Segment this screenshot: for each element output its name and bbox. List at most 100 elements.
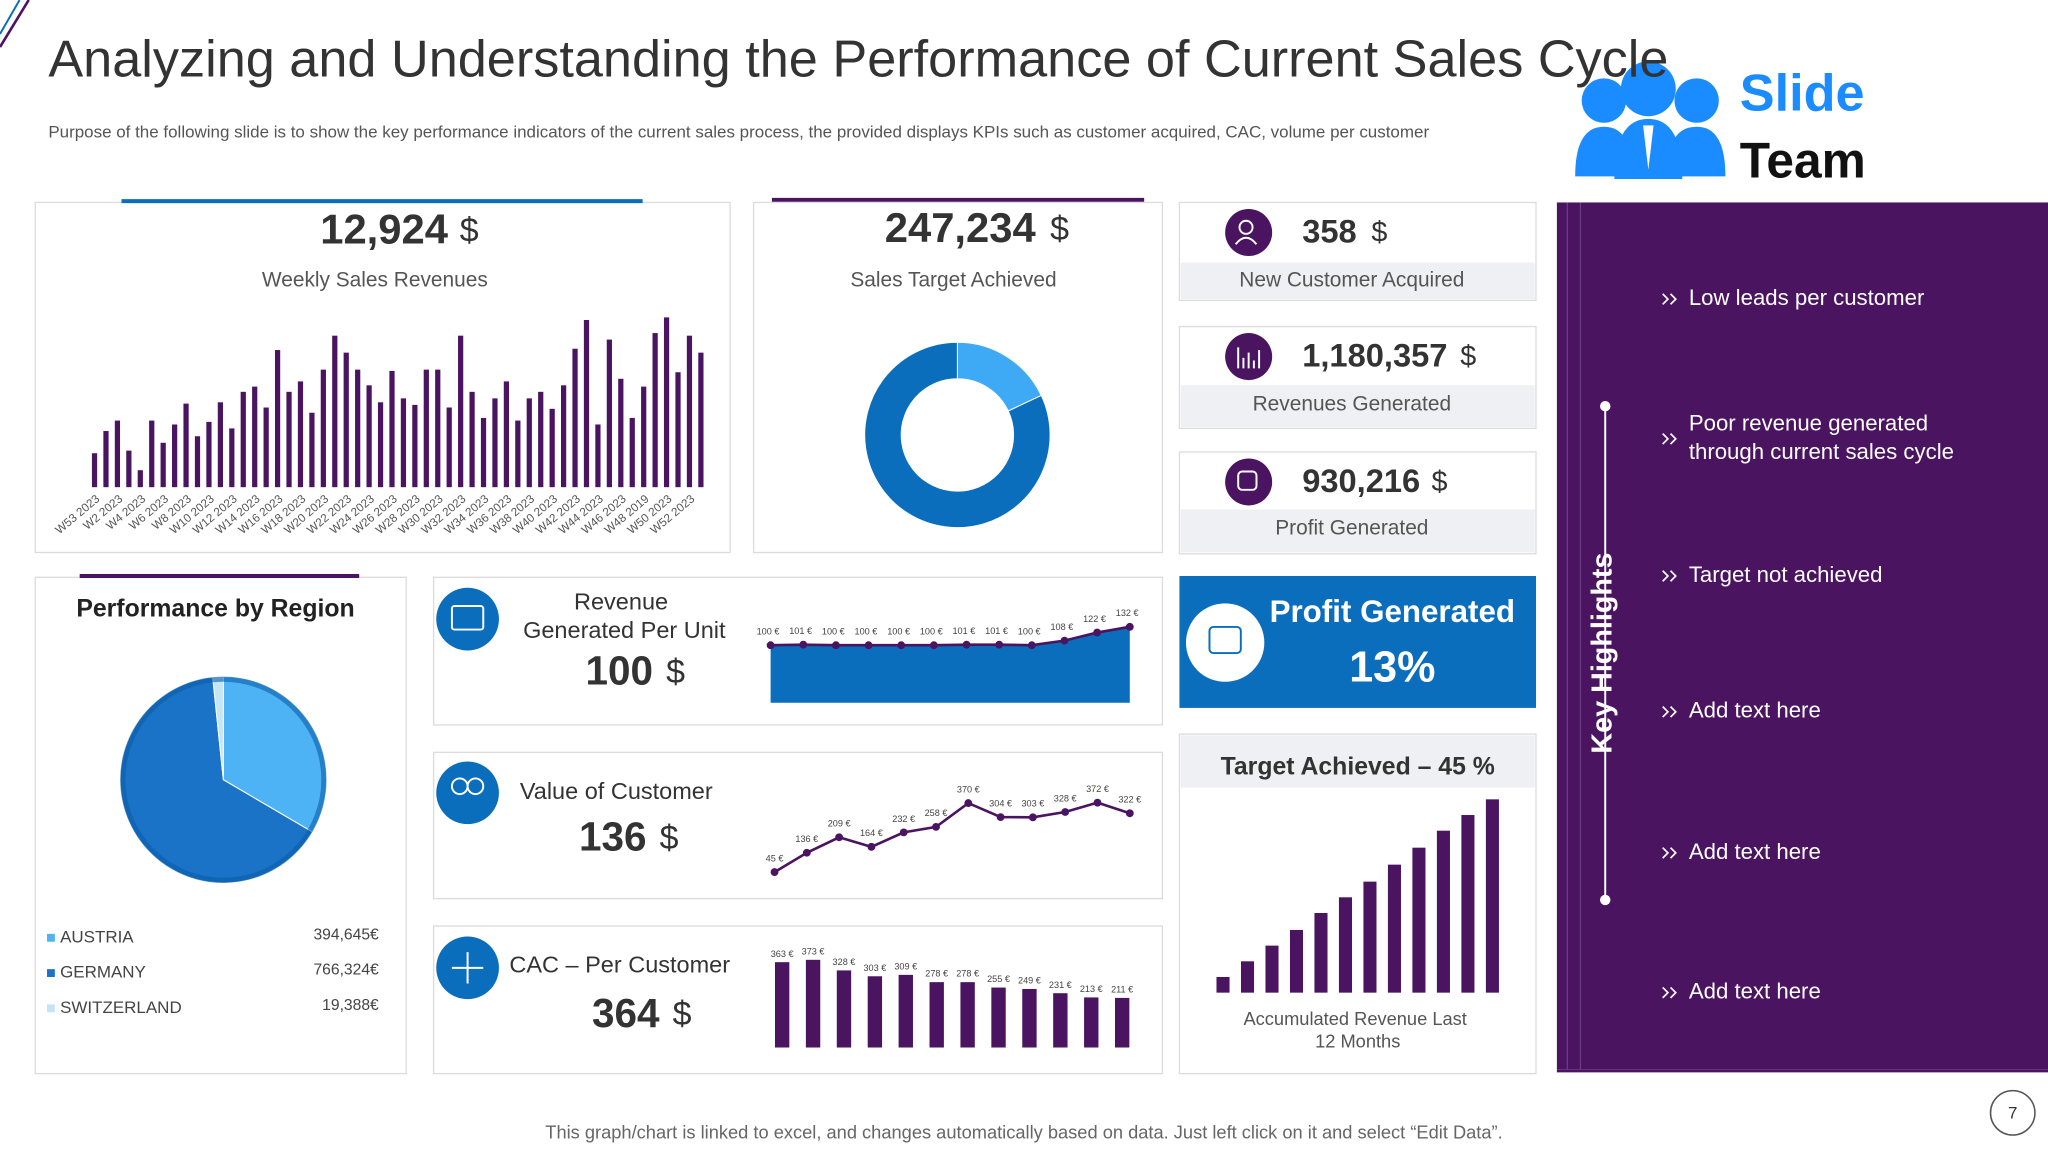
kpi-unit: $ <box>1432 466 1448 498</box>
logo-figures <box>1575 61 1726 179</box>
kpi-value: 930,216 <box>1302 462 1420 499</box>
bar <box>160 442 166 488</box>
value-label: 164 € <box>860 828 883 838</box>
unit-title: Value of Customer <box>520 778 713 804</box>
point <box>832 641 840 650</box>
highlight-text: Add text here <box>1689 698 1821 723</box>
value-label: 249 € <box>1018 976 1041 986</box>
logo-text: Team <box>1740 133 1866 189</box>
value-label: 45 € <box>766 853 784 863</box>
kpi-unit: $ <box>460 211 479 249</box>
kpi-label: Profit Generated <box>1275 516 1428 539</box>
text-line: Poor revenue generated <box>1689 410 1934 435</box>
point <box>835 833 844 842</box>
bar <box>960 982 975 1048</box>
bar <box>698 352 704 488</box>
legend-swatch <box>47 1004 55 1013</box>
page-number-circle <box>1989 1089 2036 1136</box>
timeline-dot <box>1600 894 1611 906</box>
unit-title: CAC – Per Customer <box>509 952 730 978</box>
legend-swatch <box>47 933 55 942</box>
title: Analyzing and Understanding the Performa… <box>48 30 1668 88</box>
unit-value: 136 <box>579 814 647 860</box>
bar <box>1485 799 1499 993</box>
bar <box>286 391 292 488</box>
point <box>962 640 971 649</box>
bar <box>606 339 612 488</box>
card <box>1178 733 1537 1075</box>
bar <box>172 424 178 488</box>
line <box>770 625 1131 647</box>
kpi-label: New Customer Acquired <box>1239 268 1464 291</box>
bar <box>320 369 326 488</box>
unit-icons <box>436 587 499 1000</box>
bar <box>366 385 372 488</box>
bar <box>641 386 647 488</box>
point <box>964 799 973 808</box>
bar <box>480 417 487 488</box>
bar <box>867 976 883 1048</box>
wrapped-text: Poor revenue generated through current s… <box>1689 410 1954 464</box>
point <box>1028 813 1037 822</box>
chevron <box>1662 570 1677 582</box>
legend-label: SWITZERLAND <box>60 998 182 1017</box>
bar <box>1240 961 1255 993</box>
bar <box>377 402 384 488</box>
chevron <box>1662 706 1677 718</box>
value-label: 370 € <box>957 784 980 794</box>
kpi-value: 1,180,357 <box>1302 337 1447 374</box>
point <box>1125 622 1134 631</box>
bar <box>423 369 429 488</box>
chevron <box>1662 293 1677 305</box>
point <box>1061 808 1070 816</box>
subtitle: Purpose of the following slide is to sho… <box>48 123 1429 142</box>
bar <box>595 424 601 488</box>
bar <box>149 420 155 488</box>
chevron <box>1662 433 1677 445</box>
bar <box>137 470 143 488</box>
value-label: 211 € <box>1111 984 1133 994</box>
bar <box>1387 864 1401 993</box>
card <box>34 201 731 554</box>
timeline-dot <box>1600 400 1611 412</box>
chevron <box>1662 847 1677 859</box>
kpi-value: 247,234 <box>885 204 1037 251</box>
unit-unit: $ <box>666 653 685 691</box>
bar <box>297 381 304 488</box>
bar <box>446 407 452 488</box>
value-label: 132 € <box>1116 608 1139 618</box>
value-label: 100 € <box>920 627 943 637</box>
slice <box>212 676 224 780</box>
chevron <box>1662 986 1677 999</box>
highlights-panel <box>1556 202 2048 1070</box>
value-label: 258 € <box>925 808 948 818</box>
bar <box>774 962 790 1048</box>
bar <box>1265 945 1279 993</box>
bar <box>1114 997 1130 1048</box>
bar <box>572 348 578 488</box>
bar <box>1338 897 1352 993</box>
point <box>1060 636 1069 645</box>
bar <box>991 987 1006 1048</box>
value-label: 255 € <box>987 974 1010 984</box>
bar <box>309 412 315 488</box>
highlights-title: Key Highlights <box>1587 553 1619 754</box>
wrapped-text: Accumulated Revenue Last 12 Months <box>1243 1008 1471 1051</box>
bar <box>263 407 269 488</box>
page-number: 7 <box>2008 1104 2017 1123</box>
bar <box>412 404 418 488</box>
value-label: 232 € <box>892 814 915 824</box>
bar <box>629 417 635 488</box>
bar <box>1084 997 1099 1048</box>
card-band <box>1180 262 1535 300</box>
bar <box>240 391 246 488</box>
bar <box>126 450 132 488</box>
kpi-unit: $ <box>1050 210 1069 248</box>
value-label: 363 € <box>771 949 794 959</box>
value-label: 278 € <box>956 969 979 979</box>
value-label: 100 € <box>887 627 910 637</box>
corner-line <box>0 0 30 48</box>
value-label: 322 € <box>1118 795 1141 805</box>
point <box>1125 809 1134 818</box>
point <box>897 641 906 650</box>
